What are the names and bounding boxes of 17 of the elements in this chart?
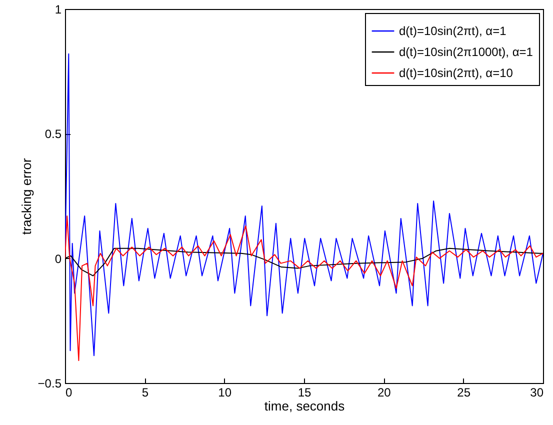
x-tick-label: 0: [66, 386, 72, 400]
x-tick-label: 20: [377, 386, 392, 400]
x-tick-label: 10: [218, 386, 232, 400]
x-axis-title: time, seconds: [264, 398, 346, 414]
x-tick-label: 30: [530, 386, 544, 400]
line-series: [65, 215, 543, 362]
legend-label: d(t)=10sin(2πt), α=1: [399, 24, 507, 38]
y-tick-label: 1: [54, 2, 62, 16]
legend-label: d(t)=10sin(2π1000t), α=1: [399, 45, 534, 59]
x-tick-label: 5: [142, 386, 149, 400]
y-tick-label: 0.5: [44, 127, 62, 142]
legend-label: d(t)=10sin(2πt), α=10: [399, 66, 514, 80]
x-tick-label: 15: [298, 386, 312, 400]
y-tick-label: −0.5: [38, 376, 62, 390]
x-tick-label: 25: [457, 386, 471, 400]
y-tick-label: 0: [54, 252, 62, 266]
y-axis-title: tracking error: [18, 158, 34, 235]
